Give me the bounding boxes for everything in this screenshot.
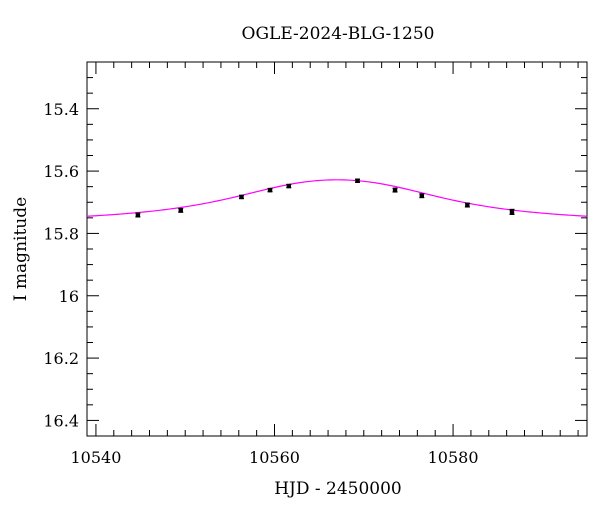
y-axis-label: I magnitude (11, 197, 31, 301)
data-point (509, 208, 515, 216)
data-point (392, 187, 398, 193)
y-tick-label: 15.8 (43, 224, 79, 243)
point-marker (509, 209, 515, 215)
y-tick-label: 16.2 (43, 349, 79, 368)
y-tick-label: 15.6 (43, 162, 79, 181)
x-tick-label: 10540 (70, 448, 121, 467)
x-tick-label: 10560 (249, 448, 300, 467)
chart-title: OGLE-2024-BLG-1250 (242, 24, 435, 44)
point-marker (392, 187, 398, 193)
point-marker (419, 193, 425, 198)
model-curve-layer (86, 179, 588, 217)
plot-frame (86, 61, 588, 437)
point-marker (286, 183, 291, 189)
data-points-layer (135, 178, 515, 218)
y-tick-label: 16.4 (43, 411, 79, 430)
data-point (286, 183, 292, 189)
y-tick-label: 15.4 (43, 100, 79, 119)
point-marker (465, 202, 470, 208)
x-axis-label: HJD - 2450000 (274, 479, 402, 499)
tick-labels: 10540 10560 10580 15.4 15.6 15.8 16 16.2 16.4 (43, 100, 478, 467)
point-marker (239, 194, 244, 200)
data-point (267, 187, 273, 193)
model-curve (86, 179, 588, 217)
data-point (178, 207, 184, 213)
data-point (355, 178, 361, 183)
data-point (135, 212, 141, 218)
point-marker (178, 208, 183, 213)
data-point (464, 202, 470, 208)
axis-ticks (87, 61, 587, 437)
y-tick-label: 16 (59, 287, 79, 306)
data-point (238, 194, 244, 200)
data-point (419, 193, 425, 199)
point-marker (135, 212, 141, 218)
point-marker (355, 178, 360, 183)
x-tick-label: 10580 (428, 448, 479, 467)
point-marker (267, 187, 273, 193)
